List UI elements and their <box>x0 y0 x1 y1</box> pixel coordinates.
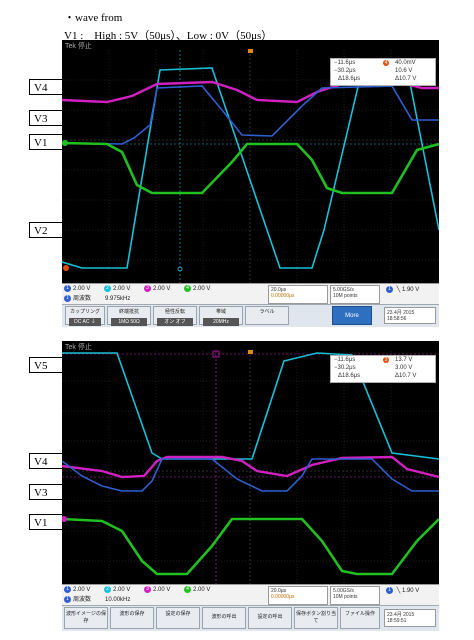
scope-screen-2: Tek 停止 −11.6μs −30.2μs Δ18.6μs 3 13.7 V … <box>62 341 439 584</box>
label-v1-bottom: V1 <box>29 514 63 530</box>
menu-bar-1: カップリング DC AC ⏚ 終端抵抗 1MΩ 50Ω 極性反転 オン オフ 帯域 20… <box>62 304 439 327</box>
doc-subtitle: V1 : High : 5V（50μs）、Low : 0V（50μs） <box>64 30 273 42</box>
trace-v4-b <box>62 455 439 479</box>
label-v4-top: V4 <box>29 79 63 95</box>
menu-bar-2: 波形イメージの保存 波形の保存 設定の保存 波形の呼出 設定の呼出 保存ボタン割… <box>62 605 439 631</box>
menu-bandwidth[interactable]: 帯域 20MHz <box>199 306 243 326</box>
trace-v3 <box>62 85 439 145</box>
trace-v1 <box>62 141 439 195</box>
menu-coupling[interactable]: カップリング DC AC ⏚ <box>65 306 105 326</box>
menu-label[interactable]: ラベル <box>245 306 289 325</box>
menu-recall-setup[interactable]: 設定の呼出 <box>248 607 292 629</box>
trace-v5 <box>62 352 439 460</box>
label-v1-top: V1 <box>29 134 63 150</box>
status-bar-2: 1 2.00 V 2 2.00 V 3 2.00 V 4 2.00 V 1 周波数 10.0… <box>62 584 439 606</box>
label-v3-bottom: V3 <box>29 484 63 500</box>
menu-recall-waveform[interactable]: 波形の呼出 <box>202 607 246 629</box>
label-v2-top: V2 <box>29 222 63 238</box>
menu-save-waveform[interactable]: 波形の保存 <box>110 607 154 629</box>
status-bar-1: 1 2.00 V 2 2.00 V 3 2.00 V 4 2.00 V 1 周波数 9.97… <box>62 283 439 305</box>
cursor-readout-1: −11.6μs −30.2μs Δ18.6μs 4 40.0mV 10.6 V … <box>330 58 436 86</box>
menu-save-setup[interactable]: 設定の保存 <box>156 607 200 629</box>
menu-termination[interactable]: 終端抵抗 1MΩ 50Ω <box>107 306 151 326</box>
scope-screen-1: Tek 停止 −11.6μs −30.2μs Δ18.6μs 4 40.0mV … <box>62 40 439 283</box>
label-v4-bottom: V4 <box>29 453 63 469</box>
menu-file-utilities[interactable]: ファイル操作 <box>340 607 380 629</box>
menu-invert[interactable]: 極性反転 オン オフ <box>153 306 197 326</box>
label-v3-top: V3 <box>29 110 63 126</box>
cursor-readout-2: −11.6μs −30.2μs Δ18.6μs 3 13.7 V 3.00 V … <box>330 355 436 383</box>
trace-v3-b <box>62 458 439 492</box>
tek-logo-2: Tek 停止 <box>65 344 92 351</box>
menu-assign-save[interactable]: 保存ボタン割り当て <box>294 607 338 629</box>
doc-title: ・wave from <box>64 12 123 24</box>
label-v5-bottom: V5 <box>29 357 63 373</box>
tek-logo: Tek 停止 <box>65 43 92 50</box>
menu-save-image[interactable]: 波形イメージの保存 <box>64 607 108 629</box>
waveform-area-2 <box>62 350 439 584</box>
trace-v1-b <box>62 517 439 576</box>
menu-more[interactable]: More <box>332 306 372 325</box>
